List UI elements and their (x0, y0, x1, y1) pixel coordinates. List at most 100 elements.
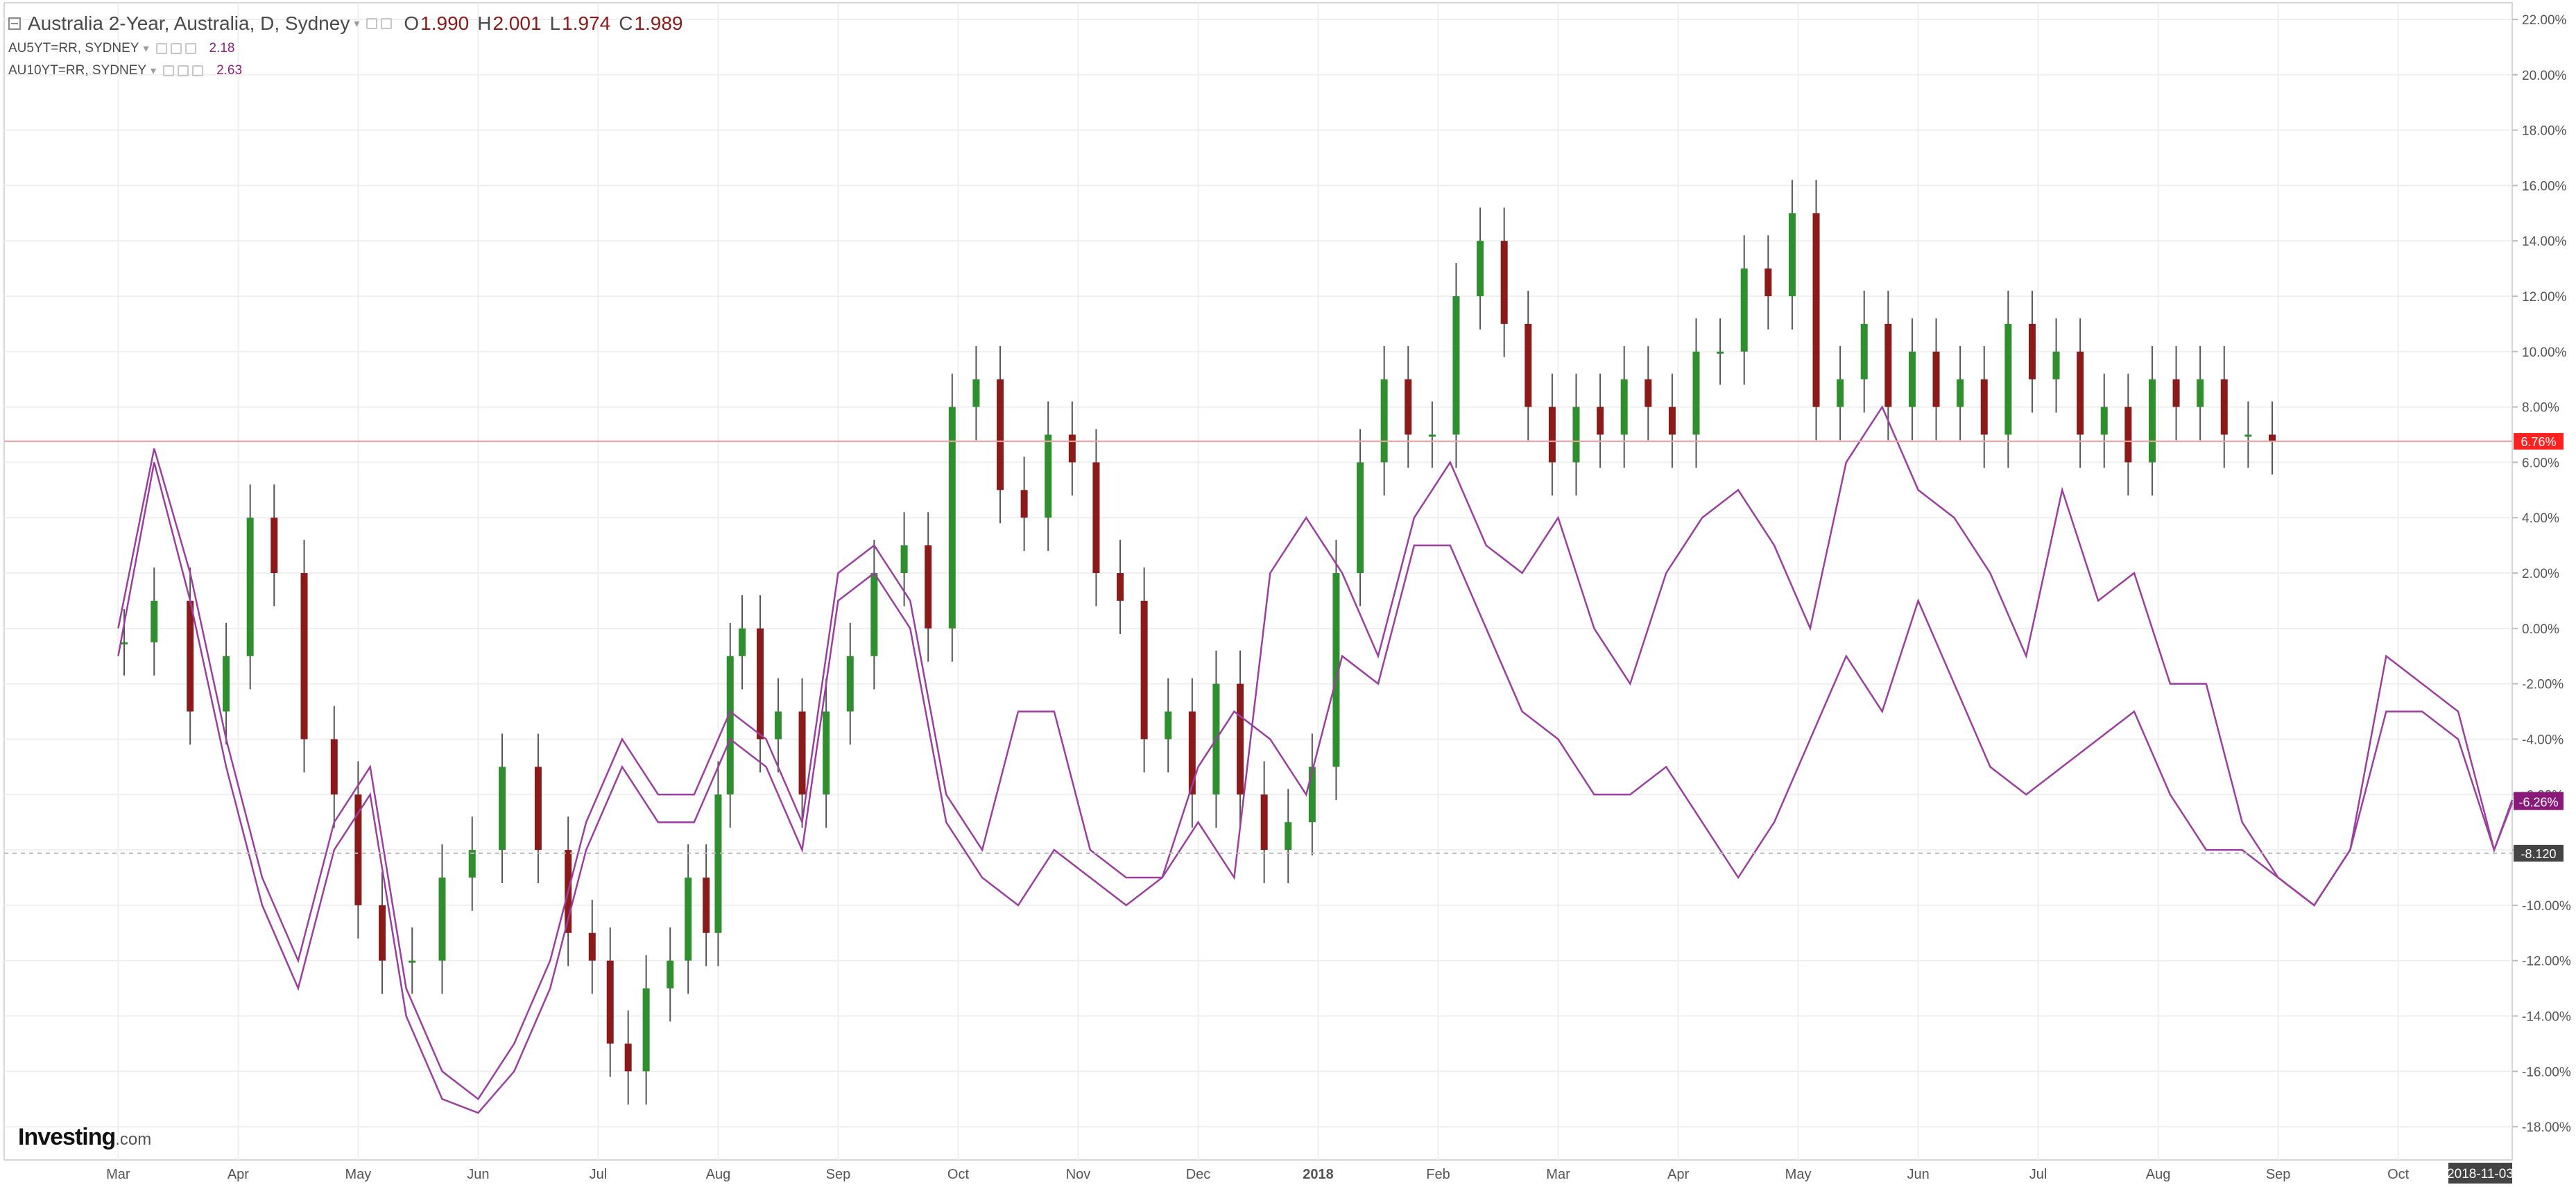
x-tick-label: Sep (2266, 1167, 2291, 1182)
candle-up (2052, 351, 2060, 379)
close-icon[interactable] (192, 65, 204, 76)
candle-up (642, 988, 650, 1072)
open-value: 1.990 (420, 12, 470, 34)
candle-down (2220, 379, 2228, 435)
candle-up (1165, 711, 1172, 740)
x-tick-label: Sep (826, 1167, 851, 1182)
candle-down (1260, 794, 1268, 851)
chevron-down-icon[interactable]: ▾ (354, 18, 360, 30)
candle-down (1068, 434, 1076, 463)
y-tick-label: 2.00% (2522, 567, 2559, 581)
x-tick-label: Dec (1186, 1167, 1211, 1182)
candle-up (2148, 379, 2156, 463)
candle-down (925, 545, 932, 629)
candle-up (438, 877, 446, 961)
indicator-name: AU5YT=RR, SYDNEY (8, 41, 139, 55)
x-tick-label: Feb (1426, 1167, 1450, 1182)
candle-down (271, 518, 278, 574)
candle-up (1332, 573, 1340, 767)
y-tick-label: -10.00% (2522, 899, 2571, 914)
close-icon[interactable] (184, 43, 196, 54)
candle-down (1525, 323, 1532, 407)
candle-up (774, 711, 782, 740)
y-tick-label: 20.00% (2522, 69, 2567, 83)
legend-indicator-row[interactable]: AU10YT=RR, SYDNEY ▾ 2.63 (8, 60, 683, 82)
candle-down (2172, 379, 2180, 407)
series-line (117, 404, 2514, 1101)
candle-up (1620, 379, 1628, 435)
x-tick-label: Aug (2146, 1167, 2171, 1182)
candle-down (2028, 323, 2036, 379)
candle-up (1285, 822, 1292, 851)
candle-up (900, 545, 908, 574)
visibility-icon[interactable] (381, 18, 393, 29)
candle-up (499, 767, 506, 851)
candle-down (1932, 351, 1940, 407)
candle-down (2077, 351, 2084, 435)
candle-up (1357, 462, 1364, 574)
candle-down (2268, 434, 2276, 442)
candle-up (1045, 434, 1052, 518)
value-badge-label: 6.76% (2521, 435, 2556, 449)
y-tick-label: 10.00% (2522, 345, 2567, 360)
y-tick-label: -16.00% (2522, 1065, 2571, 1079)
x-tick-label: Jul (2029, 1167, 2047, 1182)
candle-down (1500, 241, 1508, 324)
x-tick-label: Apr (227, 1167, 249, 1182)
candle-up (739, 628, 746, 656)
candle-up (823, 711, 830, 795)
candle-up (1308, 767, 1316, 823)
candle-down (354, 794, 362, 905)
candle-down (1237, 683, 1244, 795)
settings-icon[interactable] (163, 65, 175, 76)
high-value: 2.001 (492, 12, 542, 34)
chevron-down-icon[interactable]: ▾ (143, 43, 149, 55)
candle-up (685, 877, 692, 961)
chevron-down-icon[interactable]: ▾ (151, 65, 157, 77)
x-tick-label: Oct (2387, 1167, 2410, 1182)
visibility-icon[interactable] (178, 65, 189, 76)
settings-icon[interactable] (366, 18, 378, 29)
x-tick-label: Oct (947, 1167, 970, 1182)
candle-up (1428, 434, 1436, 437)
collapse-icon[interactable] (8, 17, 21, 30)
high-label: H (477, 12, 492, 34)
candle-down (330, 739, 338, 795)
settings-icon[interactable] (155, 43, 167, 54)
candle-down (1548, 407, 1556, 463)
candle-up (121, 642, 128, 644)
y-tick-label: -14.00% (2522, 1009, 2571, 1024)
candle-down (606, 960, 614, 1044)
candle-up (1692, 351, 1700, 435)
candle-down (1597, 407, 1604, 435)
candle-down (534, 767, 542, 851)
y-tick-label: 16.00% (2522, 179, 2567, 194)
candle-up (972, 379, 980, 407)
legend-main-row[interactable]: Australia 2-Year, Australia, D, Sydney ▾… (8, 10, 683, 37)
logo-brand: Investing (18, 1124, 116, 1150)
candle-up (468, 850, 476, 878)
candle-down (187, 600, 194, 712)
y-tick-label: 0.00% (2522, 622, 2559, 637)
value-badge (2514, 844, 2564, 862)
candle-up (948, 407, 956, 629)
visibility-icon[interactable] (170, 43, 182, 54)
candle-up (726, 656, 734, 795)
candle-down (1140, 600, 1148, 740)
candle-down (378, 905, 386, 961)
candle-up (1908, 351, 1916, 407)
indicator-name: AU10YT=RR, SYDNEY (8, 63, 147, 78)
value-badge-label: -6.26% (2518, 796, 2558, 810)
candle-down (1884, 323, 1892, 407)
y-tick-label: -4.00% (2522, 733, 2564, 747)
indicator-value: 2.63 (216, 63, 243, 78)
candle-up (2004, 323, 2012, 435)
candle-up (870, 573, 878, 656)
candle-up (846, 656, 854, 712)
candle-down (1117, 573, 1124, 601)
y-tick-label: -12.00% (2522, 955, 2571, 969)
y-tick-label: 8.00% (2522, 401, 2559, 416)
legend-indicator-row[interactable]: AU5YT=RR, SYDNEY ▾ 2.18 (8, 37, 683, 60)
